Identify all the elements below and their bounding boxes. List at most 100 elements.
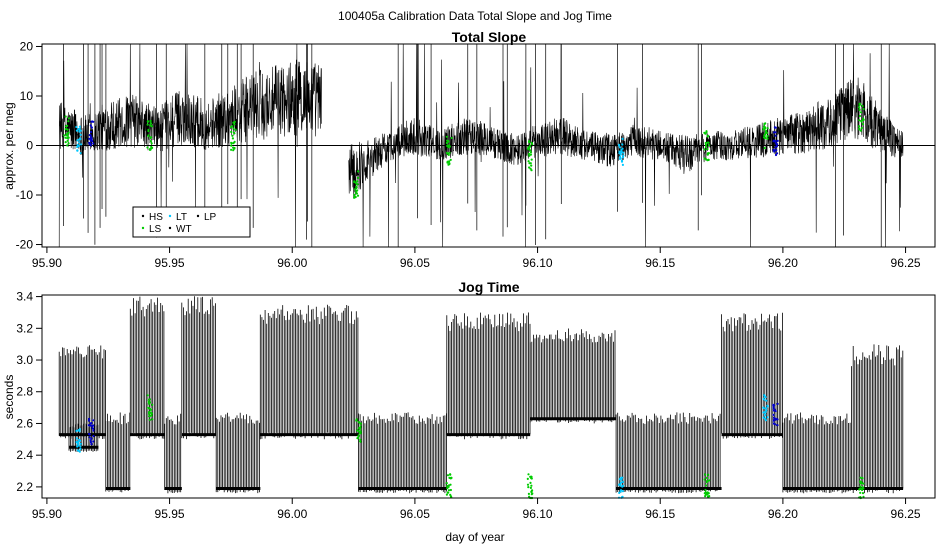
marker-point xyxy=(621,137,624,140)
figure-title: 100405a Calibration Data Total Slope and… xyxy=(338,9,612,23)
marker-point xyxy=(764,122,767,125)
marker-point xyxy=(149,119,152,123)
marker-point xyxy=(773,131,776,134)
jog-time-block xyxy=(851,344,904,494)
marker-point xyxy=(148,418,151,421)
marker-point xyxy=(148,415,151,418)
marker-point xyxy=(76,144,79,147)
marker-cluster xyxy=(858,476,865,500)
marker-point xyxy=(776,152,779,155)
marker-point xyxy=(79,447,82,450)
legend-marker-lt xyxy=(168,214,172,218)
marker-point xyxy=(703,478,706,481)
marker-point xyxy=(78,141,81,144)
marker-point xyxy=(79,152,82,155)
marker-point xyxy=(706,134,710,137)
marker-point xyxy=(148,402,151,405)
marker-point xyxy=(447,144,451,147)
y-tick-label: 3.4 xyxy=(16,290,33,304)
marker-point xyxy=(90,126,93,129)
marker-point xyxy=(858,114,862,118)
marker-point xyxy=(150,412,153,415)
marker-point xyxy=(79,133,82,136)
marker-point xyxy=(445,141,448,145)
marker-cluster xyxy=(617,137,625,166)
marker-point xyxy=(450,476,453,479)
marker-point xyxy=(150,136,153,139)
marker-cluster xyxy=(772,126,779,157)
legend-marker-wt xyxy=(168,226,172,230)
jog-time-block xyxy=(615,412,721,494)
marker-point xyxy=(87,419,91,422)
marker-point xyxy=(772,422,775,425)
marker-point xyxy=(529,151,533,154)
marker-point xyxy=(766,416,769,419)
marker-point xyxy=(772,416,776,419)
marker-point xyxy=(762,416,765,419)
jog-time-block xyxy=(181,296,216,440)
marker-point xyxy=(529,486,533,489)
jog-time-frame xyxy=(41,294,936,499)
marker-cluster xyxy=(230,120,237,152)
marker-point xyxy=(66,124,69,127)
marker-point xyxy=(448,476,451,479)
x-tick-label: 96.20 xyxy=(768,256,798,270)
marker-point xyxy=(147,398,150,401)
marker-point xyxy=(530,484,533,487)
marker-point xyxy=(618,491,621,494)
marker-point xyxy=(859,111,863,114)
marker-point xyxy=(358,428,361,431)
marker-point xyxy=(705,481,708,484)
marker-point xyxy=(79,445,82,448)
marker-point xyxy=(858,119,861,122)
marker-point xyxy=(75,429,78,432)
marker-point xyxy=(858,103,861,106)
marker-point xyxy=(449,488,452,492)
marker-point xyxy=(706,147,709,151)
marker-point xyxy=(92,419,95,422)
marker-point xyxy=(79,442,82,445)
y-tick-label: 3.0 xyxy=(16,353,33,367)
marker-cluster xyxy=(146,119,154,151)
marker-point xyxy=(77,449,80,452)
marker-point xyxy=(776,143,779,146)
marker-point xyxy=(620,481,623,484)
marker-point xyxy=(234,128,237,131)
total-slope-plot-area xyxy=(42,43,935,248)
marker-point xyxy=(76,441,79,444)
marker-point xyxy=(773,408,776,411)
marker-point xyxy=(230,130,233,133)
marker-point xyxy=(706,152,709,155)
marker-point xyxy=(776,402,779,405)
legend-label-hs: HS xyxy=(149,212,163,223)
marker-point xyxy=(230,125,233,129)
marker-point xyxy=(775,145,779,148)
y-tick-label: 2.2 xyxy=(16,480,33,494)
marker-point xyxy=(90,424,94,427)
marker-point xyxy=(88,436,91,439)
marker-point xyxy=(67,142,70,145)
marker-point xyxy=(150,145,153,148)
marker-cluster xyxy=(703,130,711,162)
marker-point xyxy=(359,438,362,441)
marker-point xyxy=(765,409,768,412)
marker-point xyxy=(232,142,235,145)
marker-point xyxy=(707,158,710,161)
marker-point xyxy=(447,163,450,166)
marker-cluster xyxy=(75,428,82,453)
x-tick-label: 96.05 xyxy=(400,507,430,521)
jog-time-title: Jog Time xyxy=(458,279,519,295)
marker-point xyxy=(621,143,624,146)
marker-point xyxy=(147,129,150,133)
marker-point xyxy=(763,127,766,130)
marker-point xyxy=(150,122,153,125)
marker-cluster xyxy=(353,170,360,199)
jog-time-block xyxy=(105,412,131,493)
marker-point xyxy=(148,148,152,151)
marker-point xyxy=(618,152,621,155)
marker-point xyxy=(622,154,625,157)
marker-point xyxy=(149,408,153,412)
marker-point xyxy=(621,480,625,483)
marker-point xyxy=(148,411,151,414)
marker-point xyxy=(621,490,624,493)
